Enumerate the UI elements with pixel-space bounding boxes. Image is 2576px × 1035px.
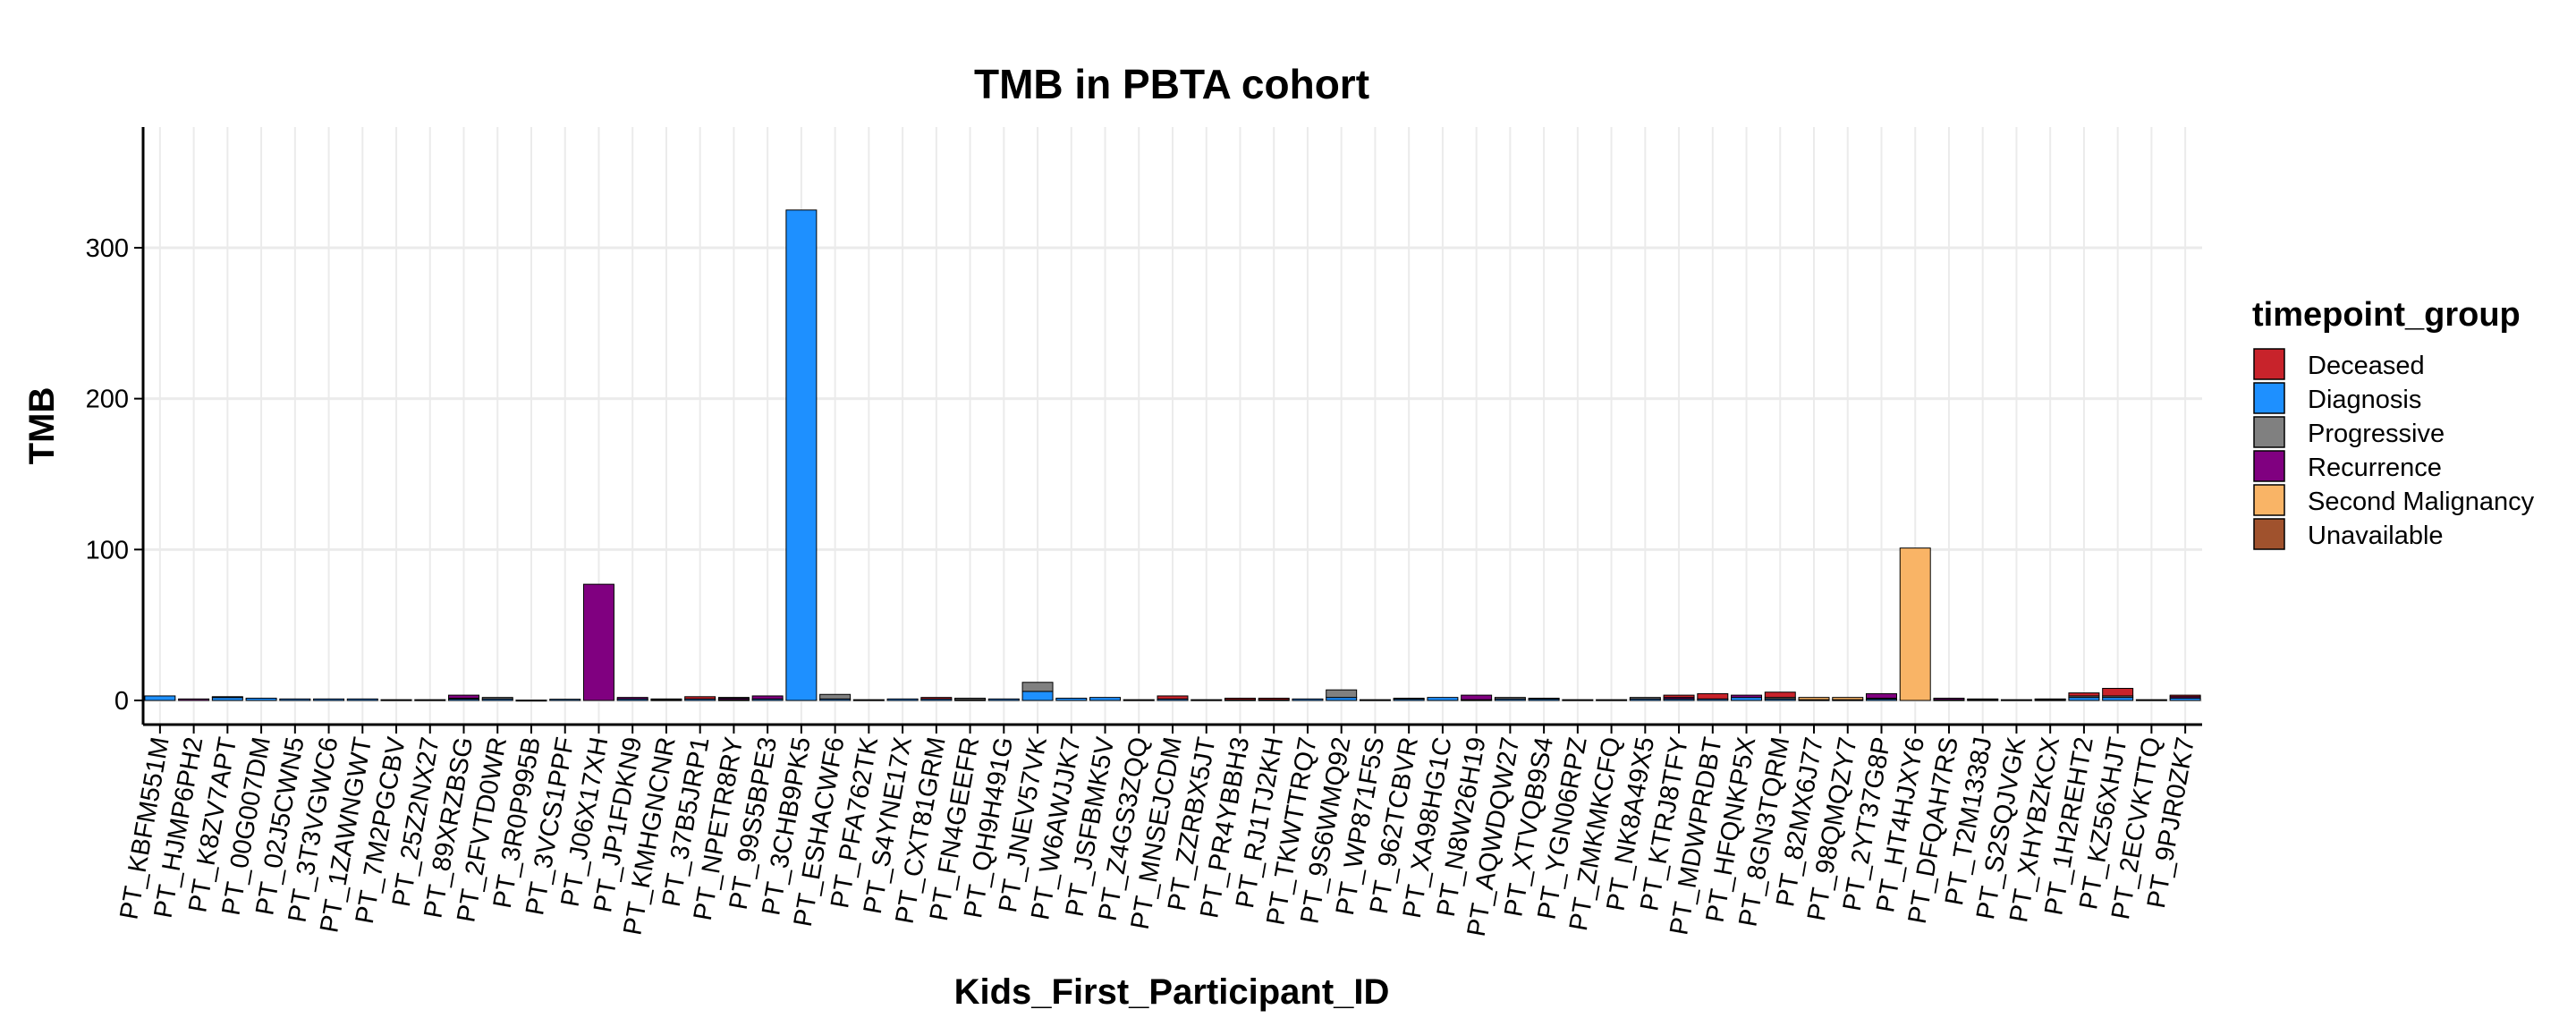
bar-deceased: [1697, 692, 1729, 700]
bar-recurrence: [582, 583, 614, 701]
bar-recurrence: [1866, 692, 1897, 699]
legend-label: Recurrence: [2308, 454, 2442, 482]
legend-swatch-unavailable: [2253, 518, 2285, 550]
bar-progressive: [1021, 682, 1054, 692]
bar-deceased: [717, 697, 750, 700]
legend-label: Progressive: [2308, 420, 2445, 448]
bar-progressive: [1393, 697, 1425, 700]
y-axis-title: TMB: [22, 387, 62, 465]
bar-recurrence: [178, 698, 210, 701]
bar-second-malignancy: [1899, 547, 1931, 701]
bar-progressive: [954, 697, 987, 700]
bar-diagnosis: [144, 695, 176, 701]
bar-deceased: [2068, 692, 2100, 697]
bar-deceased: [1224, 697, 1256, 700]
legend-label: Second Malignancy: [2308, 488, 2535, 516]
bar-deceased: [1258, 697, 1290, 700]
bar-deceased: [1663, 694, 1695, 699]
bar-progressive: [1326, 689, 1358, 699]
legend-label: Unavailable: [2308, 522, 2444, 550]
legend-swatch-second-malignancy: [2253, 484, 2285, 516]
bar-diagnosis: [1326, 697, 1358, 701]
chart-title: TMB in PBTA cohort: [974, 61, 1369, 107]
legend-swatch-deceased: [2253, 348, 2285, 380]
y-tick-label: 200: [86, 386, 129, 414]
grid-lines: [143, 127, 2202, 725]
bar-recurrence: [448, 694, 479, 699]
bar-progressive: [1629, 697, 1661, 700]
bar-deceased: [1764, 691, 1796, 699]
legend-swatch-recurrence: [2253, 450, 2285, 482]
legend: timepoint_group Deceased Diagnosis Progres…: [2252, 296, 2535, 550]
x-axis-title: Kids_First_Participant_ID: [954, 972, 1390, 1012]
bar-diagnosis: [346, 698, 378, 701]
y-tick-label: 100: [86, 536, 129, 564]
bar-diagnosis: [245, 697, 277, 701]
bar-recurrence: [1461, 694, 1493, 700]
bar-diagnosis: [1055, 697, 1088, 701]
bar-deceased: [2102, 688, 2134, 697]
bar-deceased: [920, 697, 953, 700]
y-tick-label: 0: [114, 687, 129, 716]
bar-diagnosis: [2102, 697, 2134, 701]
bar-diagnosis: [1731, 697, 1763, 701]
bar-diagnosis: [987, 698, 1020, 701]
bar-progressive: [1494, 697, 1526, 700]
legend-swatch-diagnosis: [2253, 382, 2285, 414]
bar-deceased: [2169, 694, 2201, 698]
bar-recurrence: [1933, 697, 1965, 700]
bar-diagnosis: [1427, 697, 1459, 701]
bar-progressive: [2034, 698, 2066, 700]
y-tick-labels: 0 100 200 300: [86, 234, 143, 716]
legend-label: Deceased: [2308, 352, 2425, 380]
bar-second-malignancy: [1798, 697, 1830, 700]
bar-recurrence: [751, 695, 784, 700]
legend-swatch-progressive: [2253, 416, 2285, 448]
bar-progressive: [819, 693, 852, 700]
y-tick-label: 300: [86, 234, 129, 263]
bar-diagnosis: [515, 700, 547, 702]
bar-deceased: [1157, 695, 1189, 700]
bars-group: [144, 209, 2201, 702]
bar-deceased: [684, 696, 716, 700]
legend-label: Diagnosis: [2308, 386, 2421, 414]
bar-diagnosis: [1089, 697, 1122, 701]
bar-diagnosis: [785, 209, 818, 701]
bar-recurrence: [616, 697, 648, 700]
bar-diagnosis: [313, 698, 345, 701]
bar-recurrence: [1731, 694, 1763, 699]
bar-progressive: [1967, 698, 1999, 700]
bar-diagnosis: [1021, 691, 1054, 701]
bar-progressive: [1528, 697, 1560, 700]
bar-progressive: [211, 696, 243, 699]
bar-recurrence: [650, 698, 682, 700]
bar-diagnosis: [279, 698, 311, 701]
x-tick-labels: PT_KBFM551MPT_HJMP6PH2PT_K8ZV7APTPT_00G0…: [114, 725, 2200, 938]
bar-diagnosis: [886, 698, 919, 701]
legend-title: timepoint_group: [2252, 296, 2521, 334]
bar-progressive: [481, 697, 513, 700]
bar-second-malignancy: [1832, 697, 1864, 700]
bar-diagnosis: [1292, 698, 1324, 701]
bar-diagnosis: [2068, 697, 2100, 701]
legend-items: Deceased Diagnosis Progressive Recurrence Se…: [2253, 348, 2535, 550]
